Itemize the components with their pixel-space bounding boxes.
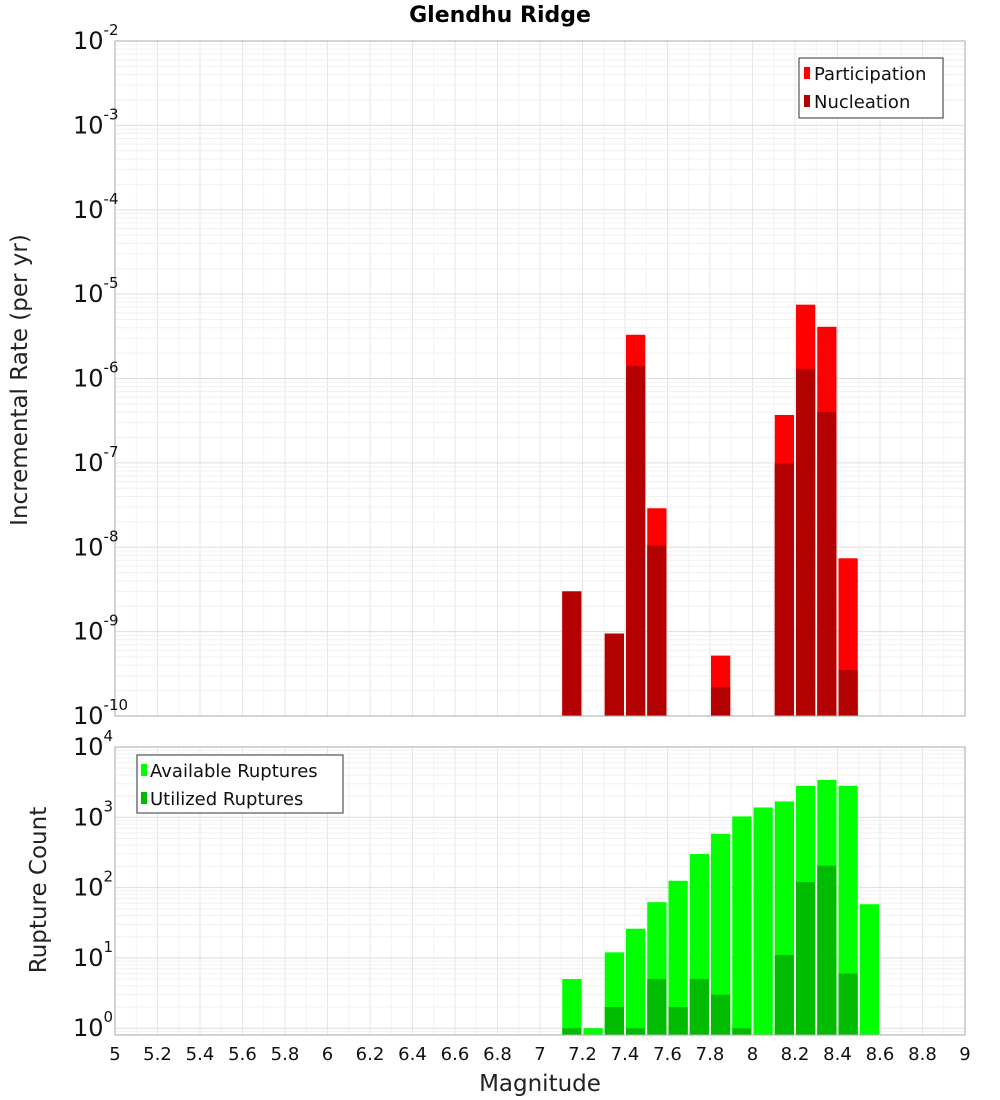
legend-label-participation: Participation — [814, 64, 926, 85]
top-plot-gridlines — [114, 40, 966, 717]
bar-utilized-ruptures — [711, 994, 731, 1035]
bar-utilized-ruptures — [668, 1007, 688, 1035]
y-tick-label: 10-7 — [73, 443, 119, 477]
bar-nucleation — [838, 670, 858, 716]
bottom-plot-border — [114, 746, 966, 1036]
x-tick-label: 7.6 — [653, 1044, 682, 1065]
bar-utilized-ruptures — [562, 1028, 582, 1035]
bar-available-ruptures — [626, 928, 646, 1035]
bar-nucleation — [626, 366, 646, 716]
y-tick-label: 104 — [73, 727, 113, 761]
legend-label-available-ruptures: Available Ruptures — [150, 761, 318, 782]
bar-available-ruptures — [583, 1028, 603, 1035]
bar-utilized-ruptures — [647, 979, 667, 1035]
x-tick-label: 6.2 — [356, 1044, 385, 1065]
top-legend-box — [798, 57, 944, 119]
top-legend: Participation Nucleation — [798, 57, 944, 119]
legend-swatch-available-ruptures — [141, 764, 147, 776]
bottom-y-tick-labels: 100 101 102 103 104 — [73, 727, 113, 1042]
x-tick-label: 7 — [534, 1044, 545, 1065]
bottom-plot-bars — [562, 779, 879, 1035]
x-tick-label: 8.2 — [781, 1044, 810, 1065]
participation-nucleation-plot: 10-10 10-9 10-8 10-7 10-6 10-5 10-4 10-3 10-2 In… — [7, 21, 966, 730]
chart-title: Glendhu Ridge — [409, 3, 591, 28]
legend-swatch-utilized-ruptures — [141, 792, 147, 804]
bar-available-ruptures — [838, 785, 858, 1035]
bar-available-ruptures — [732, 816, 752, 1035]
bar-utilized-ruptures — [689, 979, 709, 1035]
top-y-tick-labels: 10-10 10-9 10-8 10-7 10-6 10-5 10-4 10-3 10-2 — [73, 21, 128, 730]
bar-utilized-ruptures — [838, 973, 858, 1035]
y-tick-label: 10-2 — [73, 21, 119, 55]
x-tick-label: 8.6 — [866, 1044, 895, 1065]
y-tick-label: 10-3 — [73, 105, 119, 139]
legend-swatch-participation — [804, 67, 810, 79]
y-tick-label: 10-8 — [73, 527, 119, 561]
top-y-axis-label: Incremental Rate (per yr) — [7, 234, 33, 526]
x-tick-labels: 5 5.2 5.4 5.6 5.8 6 6.2 6.4 6.6 6.8 7 7.2 7.4 7.6 7.8 8… — [109, 1044, 970, 1065]
bar-available-ruptures — [753, 807, 773, 1035]
bar-nucleation — [562, 591, 582, 716]
x-tick-label: 6 — [322, 1044, 333, 1065]
bar-nucleation — [796, 368, 816, 716]
bar-nucleation — [711, 687, 731, 716]
x-tick-label: 7.4 — [611, 1044, 640, 1065]
x-tick-label: 6.8 — [483, 1044, 512, 1065]
x-tick-label: 7.8 — [696, 1044, 725, 1065]
y-tick-label: 100 — [73, 1008, 113, 1042]
x-tick-label: 5.6 — [228, 1044, 257, 1065]
bar-nucleation — [604, 633, 624, 716]
bottom-y-axis-label: Rupture Count — [26, 807, 52, 973]
top-plot-border — [114, 40, 966, 717]
x-axis-label: Magnitude — [479, 1071, 601, 1097]
y-tick-label: 10-4 — [73, 190, 119, 224]
bar-nucleation — [817, 412, 837, 716]
x-tick-label: 6.6 — [441, 1044, 470, 1065]
bar-available-ruptures — [668, 880, 688, 1035]
x-tick-label: 5 — [109, 1044, 120, 1065]
y-tick-label: 101 — [73, 938, 113, 972]
bar-utilized-ruptures — [732, 1028, 752, 1035]
x-tick-label: 9 — [959, 1044, 970, 1065]
bar-available-ruptures — [711, 833, 731, 1035]
x-tick-label: 6.4 — [398, 1044, 427, 1065]
bar-utilized-ruptures — [817, 865, 837, 1035]
bar-nucleation — [774, 463, 794, 716]
y-tick-label: 102 — [73, 868, 113, 902]
x-tick-label: 5.2 — [143, 1044, 172, 1065]
x-tick-label: 8.4 — [823, 1044, 852, 1065]
bar-available-ruptures — [562, 979, 582, 1035]
bottom-legend-box — [136, 754, 344, 814]
x-tick-label: 8 — [747, 1044, 758, 1065]
y-tick-label: 10-9 — [73, 612, 119, 646]
x-tick-label: 5.8 — [271, 1044, 300, 1065]
top-plot-bars — [562, 304, 858, 716]
x-tick-label: 5.4 — [186, 1044, 215, 1065]
bar-utilized-ruptures — [774, 954, 794, 1035]
legend-swatch-nucleation — [804, 95, 810, 107]
bar-nucleation — [647, 545, 667, 716]
x-tick-label: 7.2 — [568, 1044, 597, 1065]
x-tick-label: 8.8 — [908, 1044, 937, 1065]
bar-available-ruptures — [859, 904, 879, 1035]
y-tick-label: 10-5 — [73, 274, 119, 308]
bar-utilized-ruptures — [604, 1007, 624, 1035]
bottom-legend: Available Ruptures Utilized Ruptures — [136, 754, 344, 814]
legend-label-nucleation: Nucleation — [814, 92, 910, 113]
rupture-count-plot: 100 101 102 103 104 5 5.2 5.4 5.6 5.8 6 6.2 6.4 6.6 6… — [26, 727, 971, 1097]
y-tick-label: 103 — [73, 797, 113, 831]
bar-utilized-ruptures — [796, 882, 816, 1035]
y-tick-label: 10-10 — [73, 696, 128, 730]
y-tick-label: 10-6 — [73, 359, 119, 393]
bar-utilized-ruptures — [626, 1028, 646, 1035]
legend-label-utilized-ruptures: Utilized Ruptures — [150, 789, 303, 810]
